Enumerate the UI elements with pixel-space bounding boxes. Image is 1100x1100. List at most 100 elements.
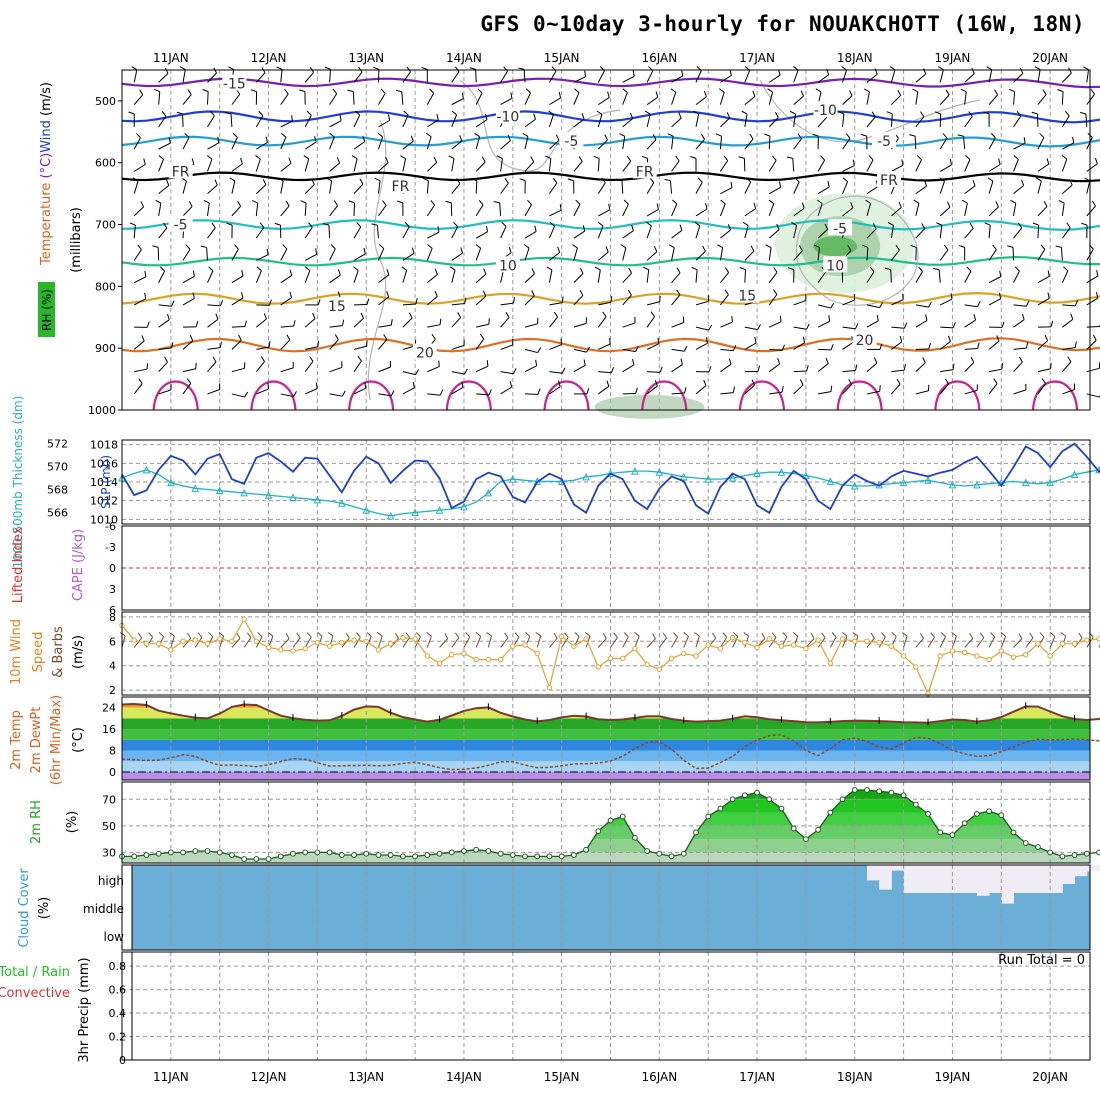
wind-barb xyxy=(891,322,908,329)
barb-staff xyxy=(878,636,886,648)
wind-speed-marker xyxy=(558,633,565,640)
wind-barb xyxy=(1037,201,1048,217)
wind-barb xyxy=(395,89,404,105)
barb-flag xyxy=(700,133,705,140)
contour-label: -5 xyxy=(174,218,188,234)
barb-staff xyxy=(426,93,435,105)
barb-flag xyxy=(139,89,144,96)
barb-staff xyxy=(719,636,728,648)
barb-flag xyxy=(1079,111,1087,115)
barb-flag xyxy=(623,199,629,205)
surface-wind-barb xyxy=(878,632,886,648)
wind-barb xyxy=(695,324,713,331)
barb-flag xyxy=(1055,245,1062,248)
wind-speed-marker xyxy=(729,634,736,641)
barb-staff xyxy=(280,325,294,328)
barb-flag xyxy=(1029,632,1034,639)
barb-staff xyxy=(231,275,244,284)
barb-flag xyxy=(179,66,186,71)
surface-wind-barb xyxy=(304,632,312,648)
barb-flag xyxy=(653,246,658,252)
barb-flag xyxy=(830,344,834,351)
barb-flag xyxy=(952,322,956,329)
wind-barb xyxy=(524,290,535,306)
rh-marker xyxy=(1047,849,1054,856)
wind-barb xyxy=(616,178,624,194)
wind-barb xyxy=(940,293,953,306)
barb-flag xyxy=(865,199,871,204)
barb-staff xyxy=(231,248,239,261)
barb-flag xyxy=(579,290,584,296)
barb-staff xyxy=(720,117,731,128)
x-tick-label-top: 14JAN xyxy=(446,51,482,65)
barb-flag xyxy=(871,111,876,118)
rh-marker xyxy=(192,848,199,854)
barb-staff xyxy=(1061,270,1069,283)
barb-staff xyxy=(1013,638,1023,648)
wind-barb xyxy=(207,110,215,128)
barb-staff xyxy=(573,348,587,353)
barb-staff xyxy=(671,294,681,306)
surface-wind-barb xyxy=(1013,633,1023,648)
temp-band xyxy=(122,718,1090,730)
barb-flag xyxy=(1041,378,1046,384)
barb-flag xyxy=(197,632,203,638)
cloud-cover-block xyxy=(1050,865,1063,893)
barb-flag xyxy=(403,110,409,116)
barb-staff xyxy=(1013,159,1019,172)
barb-staff xyxy=(817,116,828,128)
wind-barb xyxy=(1013,155,1019,172)
barb-staff xyxy=(158,227,168,239)
wind-barb xyxy=(909,134,917,150)
rh-marker xyxy=(998,812,1005,819)
barb-flag xyxy=(553,311,559,318)
barb-flag xyxy=(848,379,853,385)
wind-barb xyxy=(720,289,729,306)
rh-contour-line xyxy=(759,79,981,143)
barb-flag xyxy=(218,632,224,637)
barb-flag xyxy=(789,110,796,115)
wind-barb xyxy=(274,222,282,239)
barb-flag xyxy=(176,111,183,115)
rh-marker xyxy=(558,853,565,860)
barb-staff xyxy=(891,383,901,395)
wind-barb xyxy=(1013,342,1029,350)
surface-wind-barb xyxy=(622,632,629,648)
barb-flag xyxy=(410,135,414,142)
barb-flag xyxy=(496,155,503,159)
barb-staff xyxy=(793,95,804,105)
barb-flag xyxy=(488,318,490,325)
wind-barb xyxy=(939,378,950,395)
barb-flag xyxy=(965,155,971,160)
barb-flag xyxy=(732,386,736,393)
barb-staff xyxy=(842,326,856,330)
barb-staff xyxy=(915,185,927,195)
wind-speed-marker xyxy=(204,641,211,647)
barb-staff xyxy=(402,637,411,648)
barb-staff xyxy=(890,269,892,283)
barb-flag xyxy=(208,266,214,272)
wind-speed-marker xyxy=(1010,654,1017,660)
contour-label: FR xyxy=(880,173,898,189)
wind-barb xyxy=(134,321,150,328)
wind-barb xyxy=(1079,111,1088,127)
thickness-marker xyxy=(411,508,419,516)
wind-barb xyxy=(622,155,632,172)
wind-speed-marker xyxy=(302,645,308,652)
barb-flag xyxy=(605,246,609,253)
barb-staff xyxy=(1062,72,1072,83)
barb-flag xyxy=(226,222,233,226)
wind-barb xyxy=(988,158,1001,172)
thickness-marker xyxy=(655,468,664,476)
wind-barb xyxy=(280,157,292,172)
wind-barb xyxy=(548,221,555,239)
barb-flag xyxy=(212,356,217,363)
thickness-marker xyxy=(728,473,737,482)
rh-marker xyxy=(644,848,651,854)
barb-staff xyxy=(915,271,923,283)
barb-staff xyxy=(610,637,618,648)
barb-staff xyxy=(500,97,513,106)
barb-staff xyxy=(427,393,441,396)
barb-flag xyxy=(847,245,852,251)
barb-staff xyxy=(549,97,561,106)
